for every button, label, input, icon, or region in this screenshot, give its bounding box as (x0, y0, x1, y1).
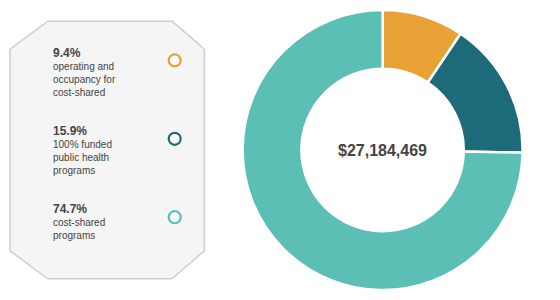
svg-text:74.7%cost-sharedprograms: 74.7%cost-sharedprograms (53, 202, 105, 241)
svg-text:9.4%operating andoccupancy for: 9.4%operating andoccupancy forcost-share… (53, 46, 116, 98)
svg-text:15.9%100% fundedpublic healthp: 15.9%100% fundedpublic healthprograms (53, 124, 112, 176)
svg-text:$27,184,469: $27,184,469 (338, 142, 427, 159)
